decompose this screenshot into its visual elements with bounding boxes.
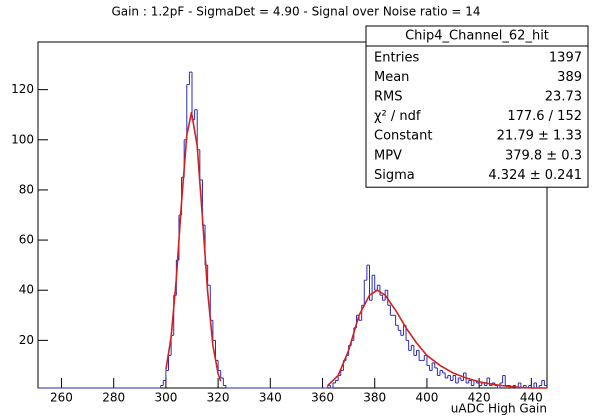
x-tick-label: 300 <box>154 391 177 405</box>
stats-label: Entries <box>374 50 420 65</box>
stats-label: χ² / ndf <box>374 109 421 124</box>
stats-value: 21.79 ± 1.33 <box>497 129 582 144</box>
stats-title: Chip4_Channel_62_hit <box>405 29 549 44</box>
x-tick-label: 280 <box>102 391 125 405</box>
stats-label: RMS <box>374 90 403 105</box>
x-tick-label: 400 <box>415 391 438 405</box>
y-tick-label: 80 <box>19 182 34 196</box>
x-tick-label: 260 <box>50 391 73 405</box>
stats-label: Sigma <box>374 168 415 183</box>
stats-label: Mean <box>374 70 409 85</box>
y-tick-label: 100 <box>11 132 34 146</box>
stats-value: 177.6 / 152 <box>507 109 582 124</box>
stats-value: 389 <box>557 70 582 85</box>
fit-curve <box>165 112 222 382</box>
chart-title: Gain : 1.2pF - SigmaDet = 4.90 - Signal … <box>111 5 480 19</box>
y-tick-label: 40 <box>19 283 34 297</box>
stats-box <box>365 25 589 188</box>
x-tick-label: 380 <box>363 391 386 405</box>
stats-value: 1397 <box>549 50 582 65</box>
x-tick-label: 420 <box>468 391 491 405</box>
x-tick-label: 440 <box>520 391 543 405</box>
y-tick-label: 20 <box>19 333 34 347</box>
x-axis-label: uADC High Gain <box>451 402 547 416</box>
x-tick-label: 320 <box>207 391 230 405</box>
y-tick-label: 60 <box>19 233 34 247</box>
stats-value: 23.73 <box>545 90 582 105</box>
y-tick-label: 120 <box>11 82 34 96</box>
x-tick-label: 360 <box>311 391 334 405</box>
stats-label: Constant <box>374 129 432 144</box>
stats-value: 4.324 ± 0.241 <box>488 168 582 183</box>
x-tick-label: 340 <box>259 391 282 405</box>
stats-value: 379.8 ± 0.3 <box>505 148 582 163</box>
fit-curve <box>327 289 547 389</box>
stats-label: MPV <box>374 148 402 163</box>
